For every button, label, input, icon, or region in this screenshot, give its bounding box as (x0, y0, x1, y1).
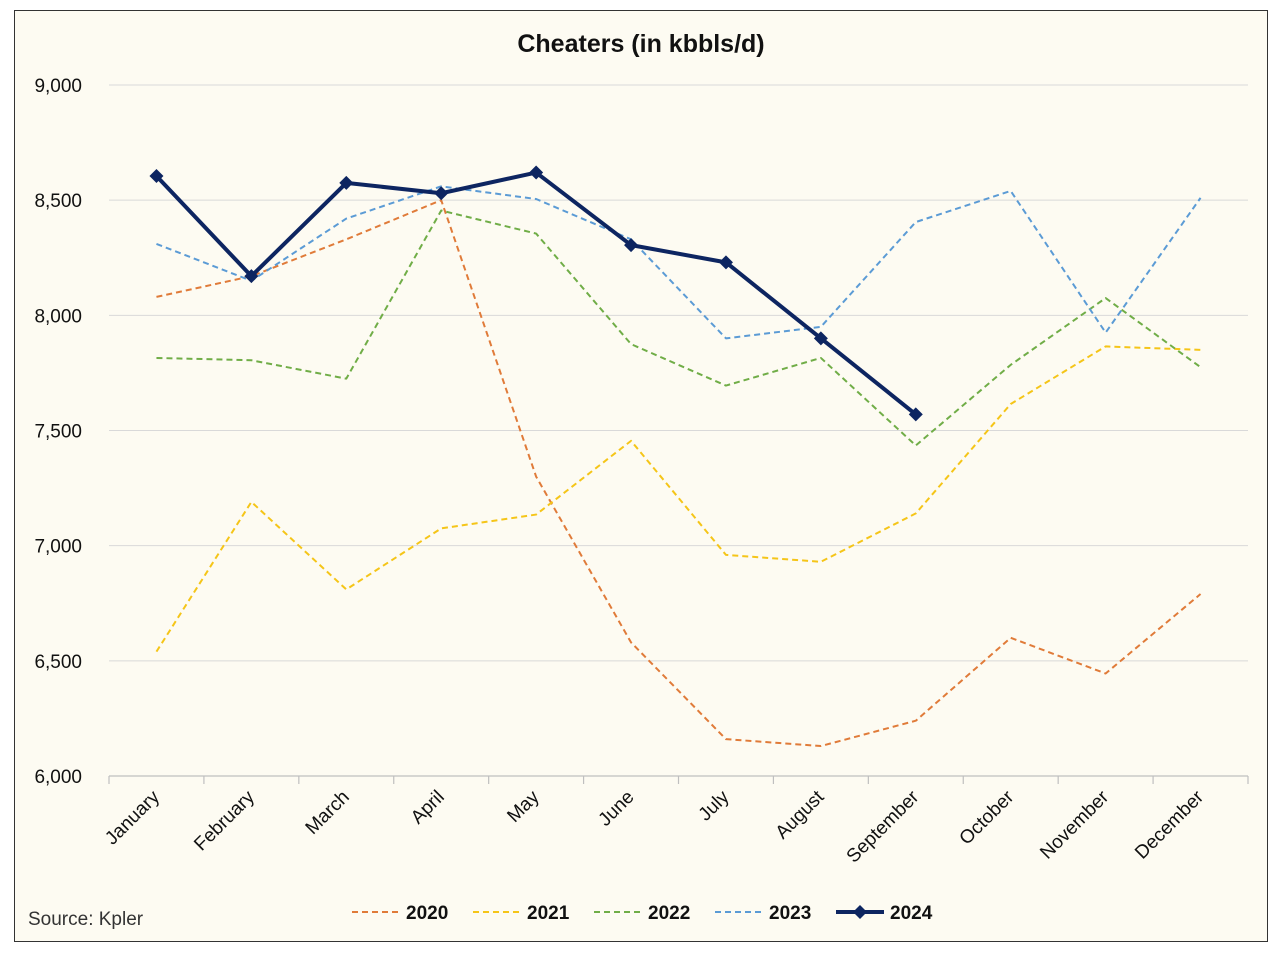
y-axis-ticks: 6,000 6,500 7,000 7,500 8,000 8,500 9,000 (34, 76, 82, 788)
legend-label-2020: 2020 (406, 903, 448, 924)
series-2023 (156, 185, 1202, 340)
data-point-2024 (434, 186, 449, 201)
legend-label-2021: 2021 (527, 903, 570, 924)
y-tick-label: 9,000 (34, 76, 82, 97)
x-tick-label: August (772, 786, 829, 843)
data-point-2024 (339, 175, 354, 190)
series-line-2023 (156, 185, 1202, 340)
legend-marker-2024 (853, 905, 867, 919)
series-line-2021 (155, 345, 1201, 653)
series-line-2020 (156, 199, 1202, 748)
series-2021 (155, 345, 1201, 653)
data-point-2024 (244, 269, 259, 284)
series-2020 (156, 199, 1202, 748)
series-lines (149, 165, 1202, 748)
y-tick-label: 7,500 (34, 422, 82, 443)
x-tick-label: May (503, 786, 544, 827)
legend-label-2022: 2022 (648, 903, 690, 924)
data-point-2024 (813, 331, 828, 346)
x-tick-label: November (1036, 786, 1113, 863)
y-tick-label: 8,000 (34, 306, 82, 327)
y-tick-label: 7,000 (34, 537, 82, 558)
x-tick-label: March (302, 787, 354, 839)
x-tick-label: October (956, 786, 1019, 849)
chart-title: Cheaters (in kbbls/d) (517, 30, 764, 58)
chart-frame (14, 10, 1268, 942)
grid-lines (109, 84, 1248, 662)
x-tick-label: April (407, 787, 449, 829)
data-point-2024 (908, 407, 923, 422)
series-line-2024 (155, 170, 918, 416)
x-axis: January February March April May June July Augu… (101, 775, 1249, 867)
x-tick-label: July (695, 786, 734, 825)
data-point-2024 (149, 168, 164, 183)
data-point-2024 (624, 238, 639, 253)
y-tick-label: 8,500 (34, 191, 82, 212)
series-2022 (156, 209, 1202, 447)
y-tick-label: 6,500 (34, 652, 82, 673)
legend-label-2024: 2024 (890, 903, 933, 924)
series-2024 (149, 165, 923, 422)
y-tick-label: 6,000 (34, 767, 82, 788)
x-tick-label: September (843, 786, 924, 867)
data-point-2024 (529, 165, 544, 180)
series-line-2022 (156, 209, 1202, 447)
x-tick-label: June (595, 787, 639, 831)
legend: 2020 2021 2022 2023 2024 (352, 903, 933, 924)
legend-label-2023: 2023 (769, 903, 811, 924)
x-tick-label: February (190, 786, 259, 855)
x-tick-label: January (101, 786, 164, 849)
x-tick-label: December (1131, 786, 1208, 863)
source-note: Source: Kpler (28, 909, 144, 930)
data-point-2024 (718, 255, 733, 270)
